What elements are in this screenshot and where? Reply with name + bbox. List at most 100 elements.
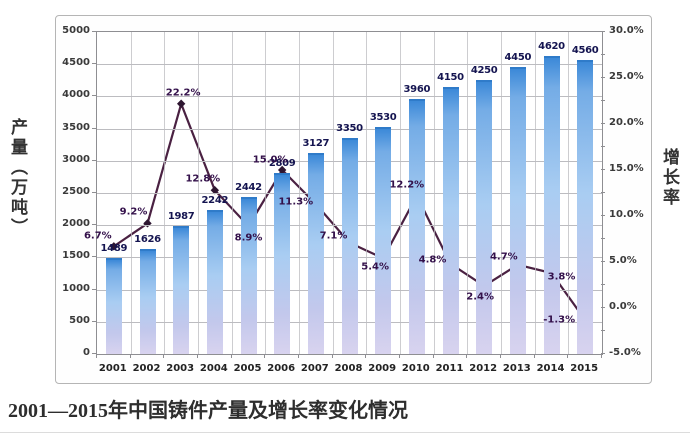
growth-value-label: 2.4% [466,291,495,303]
right-axis-tickmark [601,284,605,285]
bar-2007 [307,152,324,354]
right-axis-tick: 30.0% [609,25,644,36]
left-axis-tick: 500 [69,314,90,326]
x-axis-tick-2003: 2003 [166,363,195,374]
gridline-v [198,32,199,354]
x-axis-tick-2001: 2001 [98,363,127,374]
left-axis-tickmark [92,288,96,290]
bar-value-label: 1987 [167,211,195,223]
growth-value-label: 9.2% [119,206,148,218]
x-axis-tickmark [331,354,333,358]
x-axis-tickmark [399,354,400,358]
gridline-h [97,96,602,98]
left-axis-tickmark [92,256,96,258]
left-axis-tickmark [92,31,96,32]
x-axis-tickmark [567,354,569,358]
x-axis-tick-2002: 2002 [132,363,161,374]
bar-2008 [341,138,358,354]
bar-value-label: 4150 [437,71,464,83]
right-axis-tickmark [601,261,605,262]
x-axis-tick-2008: 2008 [334,363,363,374]
right-axis-tickmark [601,353,605,354]
right-axis-tick: -5.0% [609,347,641,358]
growth-value-label: 4.8% [418,254,447,266]
gridline-v [130,32,132,354]
x-axis-tick-2013: 2013 [502,363,531,374]
left-axis-tick: 2000 [62,218,90,230]
gridline-v [299,32,300,354]
x-axis-tick-2006: 2006 [267,363,296,374]
x-axis-tickmark [533,354,535,358]
gridline-v [467,32,469,354]
x-axis-tickmark [197,354,198,358]
bar-2010 [408,98,425,354]
right-axis-tick: 0.0% [609,301,637,312]
bar-value-label: 3350 [336,123,363,135]
bar-value-label: 2442 [235,181,262,193]
bar-2009 [375,126,392,354]
left-axis-tickmark [92,127,96,129]
x-axis-tickmark [365,354,367,358]
gridline-v [265,32,267,354]
gridline-h [97,64,602,66]
left-axis-tick: 4500 [62,57,90,69]
bar-2001 [105,258,122,354]
bar-value-label: 1626 [134,234,161,246]
x-axis-tick-2014: 2014 [536,363,565,374]
right-axis-tick: 10.0% [609,209,644,220]
right-axis-tickmark [601,307,605,308]
right-axis-tickmark [601,146,605,147]
growth-value-label: 12.2% [389,179,425,191]
line-marker-2001 [109,242,119,251]
right-axis-tickmark [601,330,605,331]
left-axis-tickmark [92,95,96,97]
left-axis-tickmark [92,192,96,193]
right-axis-tickmark [601,238,605,239]
gridline-v [400,32,401,354]
left-axis-tick: 5000 [62,25,90,36]
bar-value-label: 4450 [504,52,532,64]
gridline-v [164,32,166,354]
growth-value-label: 4.7% [489,251,518,263]
bar-value-label: 3127 [302,137,330,149]
line-marker-2003 [176,99,186,108]
x-axis-tick-2007: 2007 [300,363,329,374]
x-axis-tick-2012: 2012 [469,363,498,374]
right-axis-tickmark [601,100,605,101]
growth-value-label: 7.1% [319,230,348,242]
right-axis-tickmark [601,215,605,216]
bar-2015 [577,60,594,354]
bar-2012 [476,80,493,354]
right-axis-tickmark [601,54,605,55]
right-axis-tickmark [601,77,605,78]
right-axis-tickmark [601,31,605,32]
left-axis-tick: 1000 [62,282,90,294]
x-axis-tick-2011: 2011 [435,363,464,374]
x-axis-tick-2010: 2010 [401,363,430,374]
left-axis-tickmark [92,63,96,65]
line-marker-2006 [277,165,287,175]
bar-2011 [442,86,459,354]
line-marker-2004 [210,186,220,195]
bar-2002 [139,249,156,354]
left-axis-tickmark [92,224,96,226]
x-axis-tick-2004: 2004 [199,363,228,374]
x-axis-tick-2005: 2005 [233,363,262,374]
growth-value-label: 3.8% [547,271,576,283]
bar-value-label: 2242 [201,194,229,206]
x-axis-tickmark [96,354,97,358]
bar-2004 [206,209,223,354]
left-axis-tick: 4000 [62,89,90,101]
bar-value-label: 1489 [100,243,128,255]
growth-value-label: 12.8% [185,173,221,185]
bar-2005 [240,196,257,354]
bar-2003 [173,226,190,354]
left-axis-tick: 1500 [62,250,90,262]
left-axis-tick: 3500 [62,121,90,133]
gridline-v [501,32,502,354]
growth-value-label: 11.3% [278,196,314,208]
right-axis-tickmark [601,192,605,193]
left-axis-tick: 3000 [62,153,90,165]
left-axis-tickmark [92,353,96,354]
